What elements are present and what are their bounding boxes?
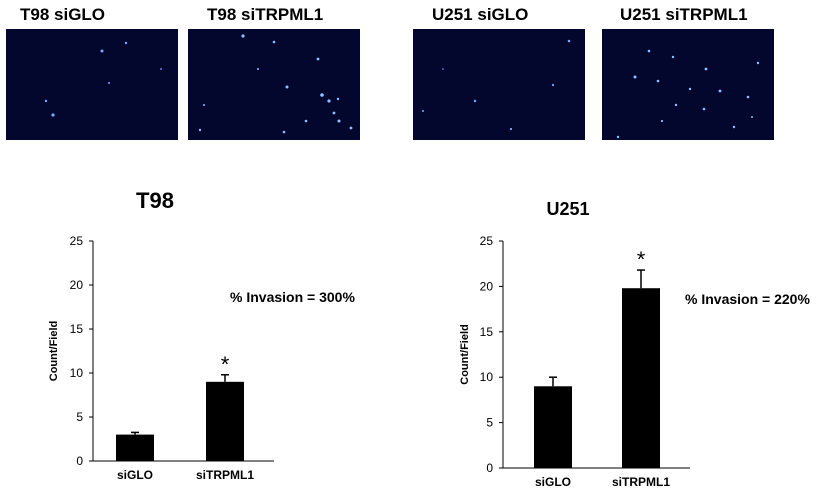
y-tick-label: 10 bbox=[70, 366, 84, 380]
y-tick-label: 0 bbox=[486, 461, 493, 475]
x-tick-label: siGLO bbox=[117, 468, 153, 482]
y-tick-label: 20 bbox=[70, 278, 84, 292]
chart-t98: T98 0 5 10 15 20 25 Count/Field siGLO siTRPML1 * % … bbox=[48, 188, 355, 482]
bar-siglo bbox=[116, 434, 154, 461]
panel-label-t98-sitrpml1: T98 siTRPML1 bbox=[207, 5, 324, 24]
invasion-annotation: % Invasion = 300% bbox=[230, 289, 355, 305]
micrograph-u251-sitrpml1 bbox=[602, 29, 774, 140]
chart-title: U251 bbox=[546, 199, 589, 219]
y-tick-label: 15 bbox=[70, 322, 84, 336]
chart-u251: U251 0 5 10 15 20 25 Count/Field siGLO siTRPML1 *%… bbox=[459, 199, 810, 489]
y-tick-label: 15 bbox=[480, 325, 494, 339]
y-tick-label: 5 bbox=[76, 410, 83, 424]
bar-sitrpml1 bbox=[622, 288, 660, 468]
micrograph-t98-sitrpml1 bbox=[188, 29, 360, 140]
micrograph-u251-siglo bbox=[413, 29, 585, 140]
bar-sitrpml1 bbox=[206, 381, 244, 461]
y-tick-label: 5 bbox=[486, 416, 493, 430]
y-tick-label: 20 bbox=[480, 279, 494, 293]
y-tick-label: 25 bbox=[70, 234, 84, 248]
panel-label-u251-siglo: U251 siGLO bbox=[432, 5, 529, 24]
x-tick-label: siGLO bbox=[535, 475, 571, 489]
invasion-annotation: % Invasion = 220% bbox=[685, 291, 810, 307]
y-tick-label: 25 bbox=[480, 234, 494, 248]
bar-siglo bbox=[534, 386, 572, 468]
y-tick-label: 10 bbox=[480, 370, 494, 384]
y-axis-label: Count/Field bbox=[48, 321, 60, 382]
panel-label-t98-siglo: T98 siGLO bbox=[20, 5, 106, 24]
significance-marker: * bbox=[221, 352, 230, 377]
y-tick-label: 0 bbox=[76, 454, 83, 468]
panel-label-u251-sitrpml1: U251 siTRPML1 bbox=[620, 5, 748, 24]
chart-title: T98 bbox=[136, 188, 174, 213]
micrograph-t98-siglo bbox=[6, 29, 178, 140]
significance-marker: * bbox=[637, 247, 646, 272]
x-tick-label: siTRPML1 bbox=[196, 468, 254, 482]
y-axis-label: Count/Field bbox=[459, 324, 471, 385]
x-tick-label: siTRPML1 bbox=[612, 475, 670, 489]
